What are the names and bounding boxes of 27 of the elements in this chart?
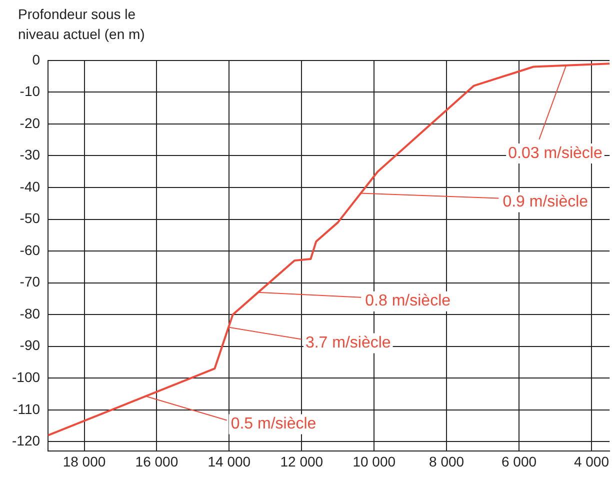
x-tick-label: 16 000: [135, 453, 178, 470]
annotation: 3.7 m/siècle: [305, 334, 391, 352]
y-axis-title: Profondeur sous le niveau actuel (en m): [18, 5, 146, 44]
y-tick-label: 0: [32, 51, 40, 68]
y-tick-label: -10: [20, 83, 40, 100]
annotation: 0.5 m/siècle: [230, 416, 316, 433]
x-tick-label: 10 000: [352, 453, 396, 470]
annotation: 0.9 m/siècle: [502, 194, 588, 211]
y-tick-label: -50: [20, 210, 40, 226]
x-tick-label: 12 000: [280, 453, 324, 470]
x-tick-label: 14 000: [208, 453, 251, 470]
annotation: 0.03 m/siècle: [508, 144, 602, 162]
y-tick-label: -60: [20, 242, 40, 258]
x-tick-label: 6 000: [502, 453, 537, 470]
y-tick-label: -30: [20, 146, 40, 163]
y-tick-label: -40: [20, 178, 40, 194]
x-tick-label: 18 000: [62, 453, 106, 470]
x-tick-label: 4 000: [574, 453, 610, 470]
y-tick-label: -90: [20, 337, 40, 354]
y-tick-label: -110: [13, 400, 40, 417]
annotation: 0.8 m/siècle: [365, 292, 451, 310]
x-tick-label: 8 000: [429, 453, 464, 470]
y-tick-label: -120: [12, 432, 40, 449]
y-tick-label: -100: [12, 368, 40, 385]
y-tick-label: -70: [20, 274, 40, 290]
y-tick-label: -20: [20, 114, 40, 131]
y-tick-label: -80: [20, 305, 40, 322]
